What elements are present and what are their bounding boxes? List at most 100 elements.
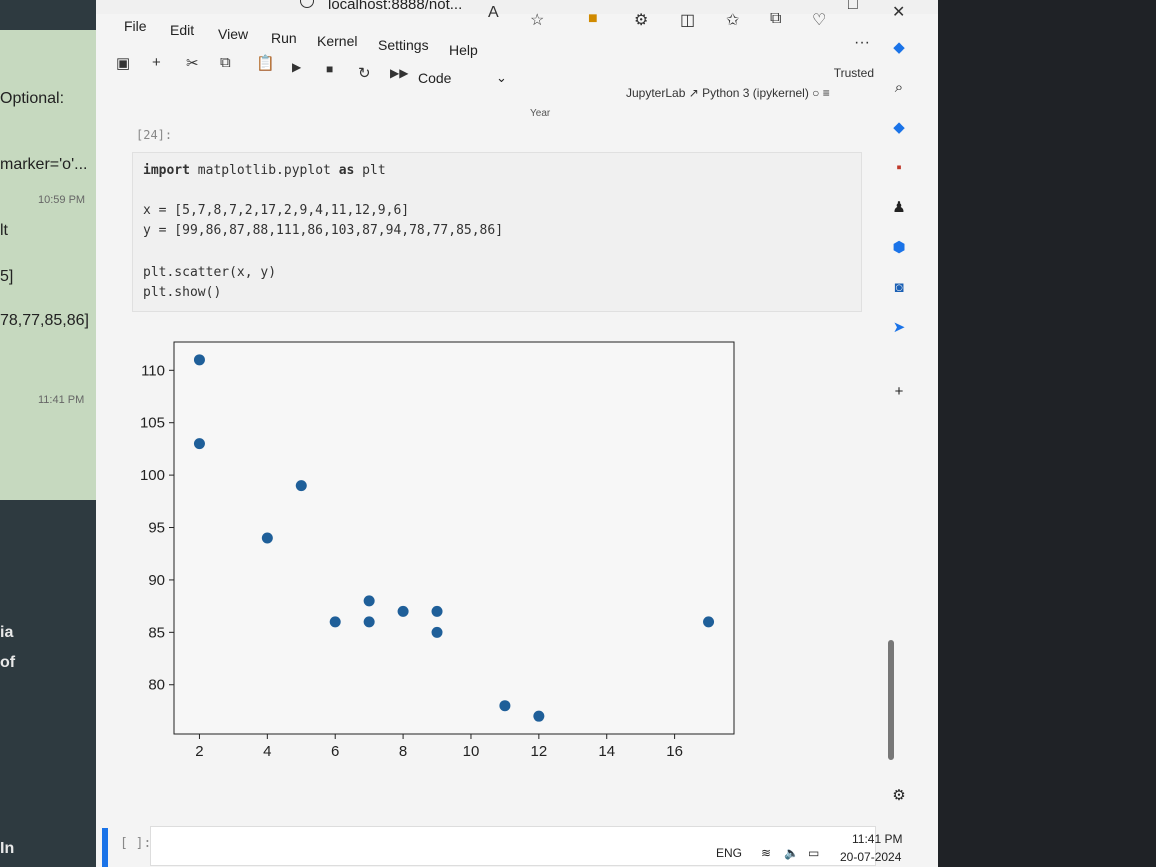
- add-sidebar-icon[interactable]: +: [894, 383, 904, 400]
- taskbar-date[interactable]: 20-07-2024: [840, 850, 902, 864]
- y-tick-label: 90: [148, 572, 165, 589]
- y-tick-label: 80: [148, 677, 165, 694]
- scatter-point: [261, 532, 273, 544]
- bg-text-optional: Optional:: [0, 90, 65, 107]
- x-tick-label: 2: [195, 743, 203, 760]
- notebook-toolbar: ▣ + ✂ ⧉ 📋 ▶ ■ ↻ ▶▶ Code ⌄: [96, 48, 938, 86]
- external-link-icon[interactable]: ↗: [688, 86, 703, 100]
- trusted-badge[interactable]: Trusted: [833, 66, 874, 80]
- y-tick-label: 95: [148, 520, 165, 537]
- background-desktop: [938, 0, 1156, 867]
- vertical-scrollbar[interactable]: [888, 640, 894, 760]
- paste-icon[interactable]: 📋: [256, 55, 275, 72]
- y-tick-label: 110: [141, 362, 165, 379]
- restart-icon[interactable]: ↻: [358, 65, 371, 82]
- more-menu-icon[interactable]: ···: [854, 34, 870, 51]
- chevron-down-icon[interactable]: ⌄: [496, 70, 507, 85]
- code-line-show: plt.show(): [143, 285, 222, 300]
- empty-code-cell[interactable]: [150, 826, 876, 866]
- edge-sidebar: ◆ ⌕ ◆ ▪ ♟ ⬢ ◙ ➤ + ⚙: [886, 30, 916, 850]
- kernel-idle-icon: ○: [812, 86, 823, 100]
- stop-icon[interactable]: ■: [326, 62, 334, 76]
- code-line-x: x = [5,7,8,7,2,17,2,9,4,11,12,9,6]: [143, 203, 410, 218]
- bg-text-plt: lt: [0, 222, 8, 239]
- minimize-icon[interactable]: □: [848, 0, 858, 13]
- send-icon[interactable]: ➤: [892, 319, 906, 336]
- wifi-icon[interactable]: ≋: [761, 846, 772, 860]
- cell-output: 2 4 6 8 10 12 14 16 80 85 90 95 100 105 110: [132, 318, 862, 808]
- cut-icon[interactable]: ✂: [186, 55, 199, 72]
- fast-forward-icon[interactable]: ▶▶: [390, 66, 409, 80]
- split-screen-icon[interactable]: ◫: [680, 12, 696, 29]
- cell-type-select[interactable]: Code: [418, 70, 452, 86]
- scatter-point: [703, 616, 715, 628]
- close-icon[interactable]: ✕: [892, 4, 906, 21]
- m365-icon[interactable]: ⬢: [892, 239, 906, 256]
- scatter-point: [431, 626, 443, 638]
- scatter-point: [499, 700, 511, 712]
- taskbar-time[interactable]: 11:41 PM: [852, 832, 903, 846]
- y-tick-label: 100: [140, 467, 165, 484]
- browser-essentials-icon[interactable]: ♡: [812, 12, 827, 29]
- menu-kernel[interactable]: Kernel: [317, 33, 358, 49]
- bg-text-ia: ia: [0, 624, 14, 641]
- menu-edit[interactable]: Edit: [170, 22, 195, 38]
- volume-icon[interactable]: 🔈: [784, 846, 799, 860]
- bg-timestamp: 10:59 PM: [38, 194, 86, 206]
- favorite-star-icon[interactable]: ☆: [530, 12, 545, 29]
- y-tick-label: 85: [148, 624, 165, 641]
- games-icon[interactable]: ♟: [892, 199, 906, 216]
- sidebar-settings-icon[interactable]: ⚙: [892, 787, 906, 804]
- settings-extension-icon[interactable]: ⚙: [634, 12, 649, 29]
- scatter-point: [193, 438, 205, 450]
- scatter-point: [193, 354, 205, 366]
- tools-icon[interactable]: ▪: [896, 159, 902, 176]
- collections-icon[interactable]: ⧉: [770, 10, 782, 27]
- jupyterlab-link[interactable]: JupyterLab: [626, 86, 686, 100]
- bg-timestamp: 11:41 PM: [38, 394, 85, 406]
- menu-settings[interactable]: Settings: [378, 37, 429, 53]
- empty-cell-prompt: [ ]:: [120, 836, 152, 851]
- address-bar[interactable]: localhost:8888/not...: [328, 0, 463, 13]
- language-indicator[interactable]: ENG: [716, 846, 743, 860]
- code-line-y: y = [99,86,87,88,111,86,103,87,94,78,77,…: [143, 223, 504, 238]
- bg-text-of: of: [0, 654, 16, 671]
- code-line-scatter: plt.scatter(x, y): [143, 265, 277, 280]
- menu-view[interactable]: View: [218, 26, 249, 42]
- search-icon[interactable]: ⌕: [894, 79, 904, 96]
- active-cell-indicator: [102, 828, 108, 867]
- copy-icon[interactable]: ⧉: [220, 54, 231, 71]
- add-cell-icon[interactable]: +: [152, 54, 161, 71]
- kernel-status-bar: JupyterLab ↗ Python 3 (ipykernel) ○ ≡: [626, 86, 830, 100]
- menu-run[interactable]: Run: [271, 30, 297, 46]
- menu-file[interactable]: File: [124, 18, 147, 34]
- scatter-point: [533, 710, 545, 722]
- save-icon[interactable]: ▣: [116, 55, 131, 72]
- menu-help[interactable]: Help: [449, 42, 478, 58]
- scatter-point: [329, 616, 341, 628]
- outlook-icon[interactable]: ◙: [894, 279, 904, 296]
- jupyter-menubar: File Edit View Run Kernel Settings Help: [96, 16, 938, 58]
- code-cell[interactable]: import matplotlib.pyplot as plt x = [5,7…: [132, 152, 862, 312]
- x-tick-label: 8: [399, 743, 407, 760]
- run-icon[interactable]: ▶: [292, 60, 302, 74]
- read-aloud-icon[interactable]: A: [488, 4, 499, 21]
- bg-text-marker: marker='o'...: [0, 156, 88, 173]
- x-tick-label: 12: [531, 743, 548, 760]
- y-tick-label: 105: [140, 415, 165, 432]
- extension-icon[interactable]: ■: [588, 10, 598, 27]
- x-tick-label: 14: [598, 743, 615, 760]
- battery-icon[interactable]: ▭: [808, 846, 820, 860]
- plot-area: [173, 341, 735, 735]
- scatter-plot: 2 4 6 8 10 12 14 16 80 85 90 95 100 105 110: [140, 341, 735, 760]
- x-tick-label: 6: [331, 743, 339, 760]
- bg-text-values: 78,77,85,86]: [0, 312, 89, 329]
- kernel-name[interactable]: Python 3 (ipykernel): [702, 86, 809, 100]
- browser-window: localhost:8888/not... A ☆ ■ ⚙ ◫ ✩ ⧉ ♡ ··…: [96, 0, 938, 867]
- shopping-icon[interactable]: ◆: [893, 119, 905, 136]
- favorites-icon[interactable]: ✩: [726, 12, 740, 29]
- code-line-import: import matplotlib.pyplot as plt: [143, 163, 386, 178]
- x-tick-label: 16: [666, 743, 683, 760]
- hamburger-icon[interactable]: ≡: [822, 86, 830, 100]
- copilot-icon[interactable]: ◆: [893, 39, 905, 56]
